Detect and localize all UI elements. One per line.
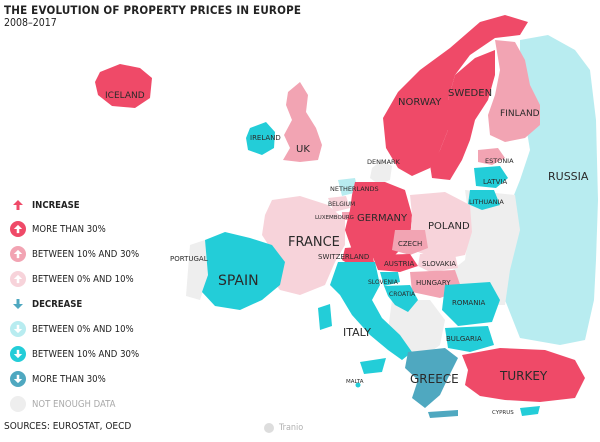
label-hungary: HUNGARY — [416, 279, 451, 287]
label-iceland: ICELAND — [105, 91, 145, 101]
region-cyprus[interactable] — [520, 406, 540, 416]
region-austria[interactable] — [372, 254, 418, 272]
arrow-up-circle-icon — [10, 246, 26, 262]
label-lithuania: LITHUANIA — [469, 198, 504, 206]
label-bulgaria: BULGARIA — [446, 335, 482, 343]
region-denmark[interactable] — [370, 160, 392, 184]
region-ireland[interactable] — [246, 122, 275, 155]
label-germany: GERMANY — [357, 213, 408, 224]
region-slovenia[interactable] — [380, 272, 400, 286]
sources-note: SOURCES: EUROSTAT, OECD — [4, 421, 132, 432]
label-malta: MALTA — [346, 379, 364, 385]
region-uk[interactable] — [283, 82, 322, 162]
label-norway: NORWAY — [398, 97, 442, 108]
region-switzerland[interactable] — [342, 246, 374, 266]
legend-item-inc-10-30: BETWEEN 10% AND 30% — [10, 245, 139, 263]
label-austria: AUSTRIA — [384, 260, 415, 268]
label-netherlands: NETHERLANDS — [330, 185, 379, 193]
label-luxembourg: LUXEMBOURG — [315, 215, 354, 221]
label-belgium: BELGIUM — [328, 201, 355, 208]
arrow-up-circle-icon — [10, 221, 26, 237]
label-ireland: IRELAND — [250, 134, 281, 142]
region-iceland[interactable] — [95, 64, 152, 108]
label-slovakia: SLOVAKIA — [422, 260, 456, 268]
label-russia: RUSSIA — [548, 170, 589, 183]
region-czech[interactable] — [392, 230, 428, 255]
legend-item-no-data: NOT ENOUGH DATA — [10, 395, 115, 413]
label-croatia: CROATIA — [389, 291, 416, 298]
region-turkey[interactable] — [462, 348, 585, 402]
arrow-down-icon — [10, 296, 26, 312]
legend-increase-header: INCREASE — [10, 196, 80, 214]
region-slovakia[interactable] — [418, 254, 458, 272]
label-cyprus: CYPRUS — [492, 410, 514, 416]
label-france: FRANCE — [288, 235, 340, 250]
region-lithuania[interactable] — [468, 190, 500, 210]
region-malta[interactable] — [355, 382, 361, 388]
label-romania: ROMANIA — [452, 299, 486, 307]
map-title: THE EVOLUTION OF PROPERTY PRICES IN EURO… — [4, 3, 302, 17]
label-czech: CZECH — [398, 240, 422, 248]
region-bulgaria[interactable] — [445, 326, 494, 352]
region-crete[interactable] — [428, 410, 458, 418]
label-greece: GREECE — [410, 372, 459, 386]
arrow-down-circle-icon — [10, 346, 26, 362]
region-romania[interactable] — [442, 282, 500, 326]
legend-decrease-header: DECREASE — [10, 295, 82, 313]
arrow-up-icon — [10, 197, 26, 213]
region-belgium[interactable] — [328, 196, 350, 212]
no-data-swatch — [10, 396, 26, 412]
arrow-down-circle-icon — [10, 371, 26, 387]
label-turkey: TURKEY — [499, 369, 548, 383]
label-switzerland: SWITZERLAND — [318, 253, 369, 261]
region-spain[interactable] — [202, 232, 285, 310]
region-sicily[interactable] — [360, 358, 386, 374]
arrow-down-circle-icon — [10, 321, 26, 337]
region-sardinia[interactable] — [318, 304, 332, 330]
label-poland: POLAND — [428, 221, 470, 232]
region-finland[interactable] — [488, 40, 540, 142]
map-subtitle: 2008–2017 — [4, 17, 57, 29]
arrow-up-circle-icon — [10, 271, 26, 287]
label-denmark: DENMARK — [367, 158, 401, 166]
region-croatia[interactable] — [384, 285, 418, 312]
region-norway[interactable] — [383, 15, 528, 176]
legend-item-inc-more30: MORE THAN 30% — [10, 220, 106, 238]
label-uk: UK — [296, 144, 310, 155]
legend-item-dec-10-30: BETWEEN 10% AND 30% — [10, 345, 139, 363]
label-spain: SPAIN — [218, 273, 259, 289]
label-italy: ITALY — [343, 326, 371, 339]
legend-item-dec-more30: MORE THAN 30% — [10, 370, 106, 388]
legend-item-dec-0-10: BETWEEN 0% AND 10% — [10, 320, 134, 338]
region-italy[interactable] — [330, 262, 412, 360]
label-sweden: SWEDEN — [448, 88, 492, 99]
label-estonia: ESTONIA — [485, 157, 514, 165]
brand-dot-icon — [264, 423, 274, 433]
label-latvia: LATVIA — [483, 178, 507, 186]
region-estonia[interactable] — [478, 148, 505, 165]
region-greece[interactable] — [405, 348, 458, 408]
label-slovenia: SLOVENIA — [368, 279, 399, 286]
brand-logo: Tranio — [264, 423, 303, 433]
region-no-data-east — [440, 190, 520, 305]
region-latvia[interactable] — [474, 166, 508, 188]
region-portugal[interactable] — [186, 240, 208, 300]
brand-name: Tranio — [279, 423, 304, 433]
region-sweden[interactable] — [430, 50, 495, 180]
label-portugal: PORTUGAL — [170, 255, 208, 263]
legend-item-inc-0-10: BETWEEN 0% AND 10% — [10, 270, 134, 288]
label-finland: FINLAND — [500, 109, 540, 119]
